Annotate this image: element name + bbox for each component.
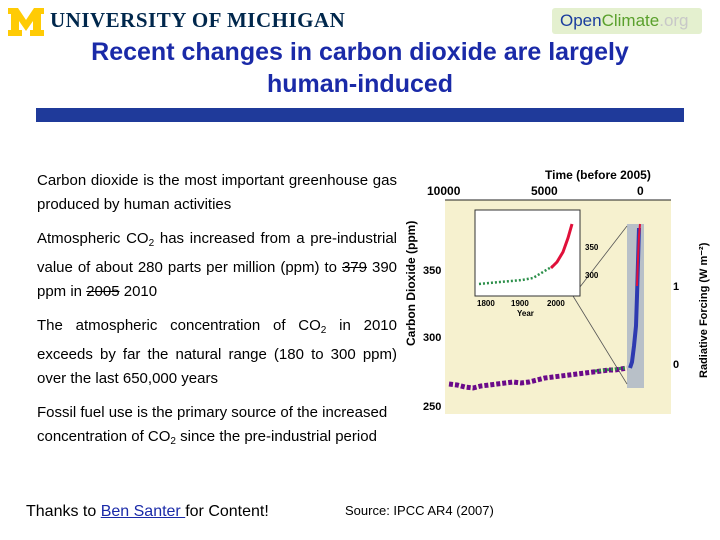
source-citation: Source: IPCC AR4 (2007) <box>345 503 494 518</box>
co2-figure: Time (before 2005) 10000 5000 0 350 300 … <box>405 168 710 414</box>
inset-xtick-1900: 1900 <box>511 299 529 308</box>
left-axis-label: Carbon Dioxide (ppm) <box>405 221 418 346</box>
bullet-2: Atmospheric CO2 has increased from a pre… <box>37 230 398 300</box>
recent-red-series <box>636 223 641 287</box>
inset-plot <box>474 209 581 297</box>
right-axis-label: Radiative Forcing (W m⁻²) <box>698 242 710 378</box>
top-tick-5000: 5000 <box>531 184 558 198</box>
left-tick-300: 300 <box>423 332 441 344</box>
inset-ytick-300: 300 <box>585 271 599 280</box>
top-tick-10000: 10000 <box>427 184 461 198</box>
left-tick-250: 250 <box>423 401 441 413</box>
inset-xtick-2000: 2000 <box>547 299 565 308</box>
top-axis-label: Time (before 2005) <box>545 168 651 182</box>
credits: Thanks to Ben Santer for Content! <box>26 503 269 520</box>
inset-green-series <box>478 264 554 286</box>
top-tick-0: 0 <box>637 184 644 198</box>
university-name: UNIVERSITY OF MICHIGAN <box>50 8 346 32</box>
openclimate-logo: OpenClimate.org <box>552 8 702 34</box>
bullet-1: Carbon dioxide is the most important gre… <box>37 172 397 213</box>
inset-ytick-350: 350 <box>585 243 599 252</box>
inset-xlabel: Year <box>517 309 534 318</box>
page-title: Recent changes in carbon dioxide are lar… <box>91 38 629 98</box>
left-tick-350: 350 <box>423 265 441 277</box>
title-divider <box>36 108 684 122</box>
ben-santer-link[interactable]: Ben Santer <box>100 503 186 520</box>
ice-core-series <box>448 365 628 391</box>
bullet-4: Fossil fuel use is the primary source of… <box>37 404 388 447</box>
ice-core-green-series <box>594 366 626 373</box>
university-logo <box>8 8 44 36</box>
bullet-list: Carbon dioxide is the most important gre… <box>37 169 397 464</box>
bullet-3: The atmospheric concentration of CO2 in … <box>37 317 397 387</box>
right-tick-1: 1 <box>673 281 679 293</box>
right-tick-0: 0 <box>673 359 679 371</box>
inset-xtick-1800: 1800 <box>477 299 495 308</box>
inset-red-series <box>549 223 574 270</box>
